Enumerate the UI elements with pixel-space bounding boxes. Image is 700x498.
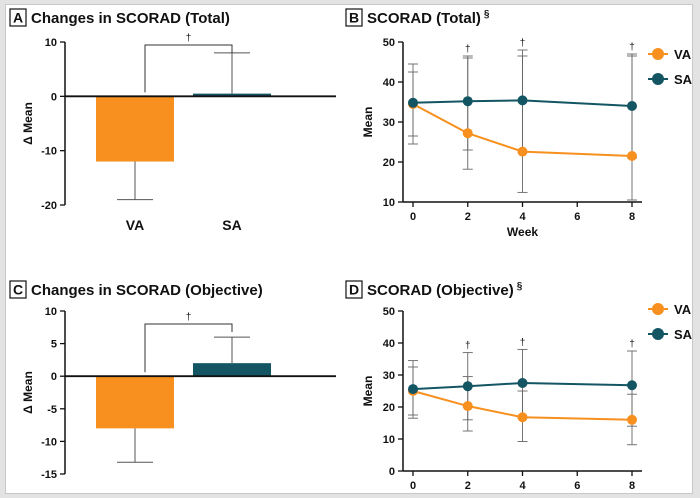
data-point-va (462, 128, 473, 139)
data-point-sa (517, 95, 528, 106)
y-tick-label: 0 (389, 466, 395, 478)
x-tick-label: 6 (574, 211, 580, 223)
y-tick-label: -5 (47, 404, 57, 416)
x-tick-label: 2 (465, 480, 471, 492)
legend-swatch-sa (652, 73, 664, 85)
y-axis-label: Δ Mean (21, 102, 35, 145)
panel-letter-box (9, 8, 27, 27)
significance-marker: † (186, 312, 192, 323)
data-point-va (517, 412, 528, 423)
y-tick-label: -10 (41, 146, 57, 158)
legend-swatch-sa (652, 328, 664, 340)
x-tick-label: 4 (519, 211, 526, 223)
y-tick-label: 20 (383, 157, 395, 169)
x-tick-label: 0 (410, 211, 416, 223)
legend-label-va: VA (674, 302, 692, 317)
panel-letter-box (345, 8, 363, 27)
significance-marker: † (629, 42, 635, 53)
y-tick-label: 10 (45, 37, 57, 49)
panel-superscript: § (517, 281, 523, 292)
panel-letter: B (349, 10, 359, 26)
y-tick-label: 5 (51, 339, 57, 351)
y-tick-label: 10 (383, 434, 395, 446)
legend-label-va: VA (674, 47, 692, 62)
data-point-sa (627, 380, 637, 391)
bar-sa (193, 93, 271, 97)
panel-title: SCORAD (Total) (367, 10, 481, 27)
figure-canvas: A Changes in SCORAD (Total) B SCORAD (Total… (9, 8, 692, 492)
panel-letter: D (349, 282, 359, 298)
category-label-sa: SA (222, 217, 241, 233)
panel-title: Changes in SCORAD (Objective) (31, 282, 263, 299)
panel-letter: A (13, 10, 23, 26)
data-point-sa (517, 378, 528, 388)
data-point-sa (462, 381, 473, 392)
significance-marker: † (465, 44, 471, 55)
legend-label-sa: SA (674, 327, 692, 342)
panel-superscript: § (484, 9, 490, 20)
y-tick-label: 30 (383, 117, 395, 129)
figure-frame: A Changes in SCORAD (Total) B SCORAD (Total… (5, 4, 693, 494)
category-label-va: VA (126, 217, 144, 233)
y-tick-label: -20 (41, 200, 57, 212)
data-point-sa (627, 101, 637, 111)
x-tick-label: 8 (629, 480, 635, 492)
legend-swatch-va (652, 303, 664, 315)
data-point-va (627, 151, 637, 161)
significance-marker: † (465, 341, 471, 352)
bar-va (96, 96, 174, 162)
significance-marker: † (186, 33, 192, 44)
significance-bracket (144, 323, 233, 373)
significance-bracket (144, 44, 233, 93)
y-tick-label: 0 (51, 371, 57, 383)
x-tick-label: 4 (519, 480, 526, 492)
panel-letter-box (9, 280, 27, 299)
x-tick-label: 0 (410, 480, 416, 492)
data-point-va (462, 401, 473, 412)
x-tick-label: 2 (465, 211, 471, 223)
y-tick-label: 10 (383, 197, 395, 209)
data-point-va (627, 414, 637, 425)
legend-swatch-va (652, 48, 664, 60)
y-tick-label: 50 (383, 37, 395, 49)
significance-marker: † (520, 337, 526, 348)
series-line-va (412, 103, 633, 157)
panel-letter: C (13, 282, 23, 298)
y-tick-label: 30 (383, 370, 395, 382)
bar-va (96, 376, 174, 429)
data-point-sa (408, 384, 418, 395)
data-point-va (517, 146, 528, 157)
panel-title: SCORAD (Objective) (367, 282, 514, 299)
y-axis-label: Mean (361, 107, 375, 138)
significance-marker: † (520, 38, 526, 49)
data-point-sa (408, 97, 418, 108)
series-line-sa (412, 381, 633, 391)
bar-sa (193, 363, 271, 377)
panel-letter-box (345, 280, 363, 299)
data-point-sa (462, 96, 473, 107)
y-axis-label: Mean (361, 376, 375, 407)
y-tick-label: 40 (383, 338, 395, 350)
y-tick-label: 40 (383, 77, 395, 89)
y-tick-label: -15 (41, 469, 57, 481)
series-line-sa (412, 99, 633, 107)
x-tick-label: 8 (629, 211, 635, 223)
legend-label-sa: SA (674, 72, 692, 87)
panel-title: Changes in SCORAD (Total) (31, 10, 230, 27)
significance-marker: † (629, 339, 635, 350)
series-line-va (412, 390, 633, 421)
y-tick-label: 50 (383, 306, 395, 318)
y-tick-label: 20 (383, 402, 395, 414)
y-axis-label: Δ Mean (21, 371, 35, 414)
x-axis-label: Week (507, 225, 538, 239)
y-tick-label: 0 (51, 91, 57, 103)
y-tick-label: 10 (45, 306, 57, 318)
x-tick-label: 6 (574, 480, 580, 492)
y-tick-label: -10 (41, 436, 57, 448)
